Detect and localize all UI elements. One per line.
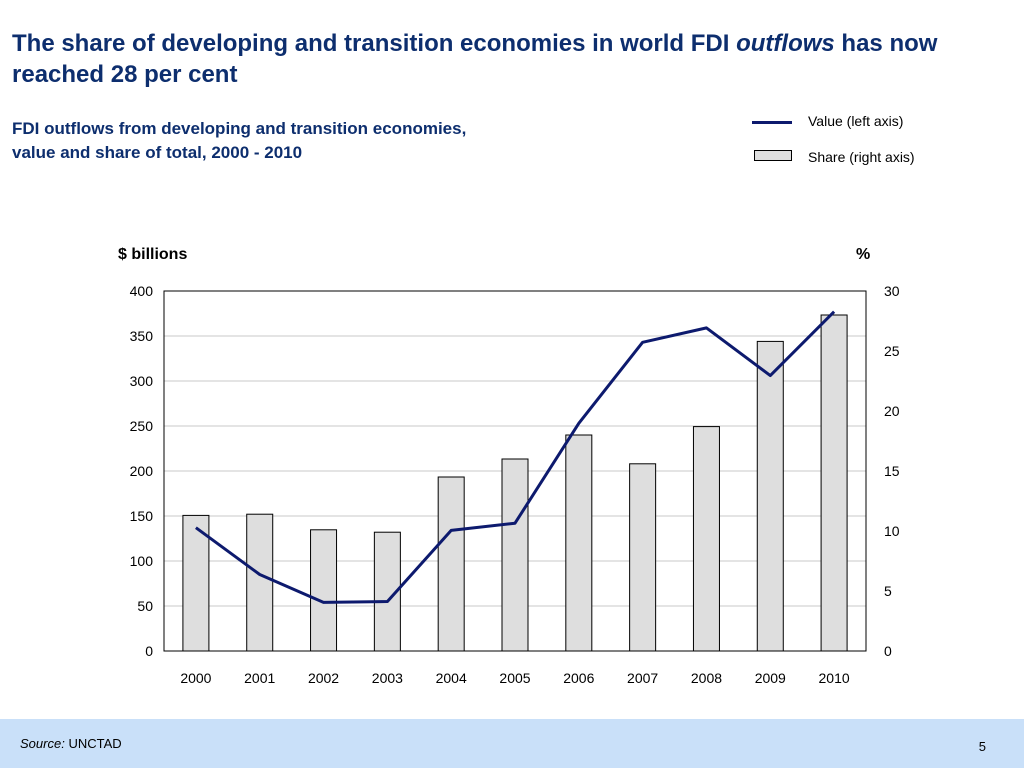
right-tick-label: 10: [884, 523, 900, 539]
right-tick-label: 15: [884, 463, 900, 479]
source-label: Source:: [20, 736, 65, 751]
title-text-part2: has now reached 28 per cent: [12, 30, 938, 88]
left-tick-label: 200: [130, 463, 154, 479]
x-tick-label-2001: 2001: [244, 670, 275, 686]
right-tick-label: 0: [884, 643, 892, 659]
left-tick-label: 100: [130, 553, 154, 569]
share-bar-2008: [692, 426, 720, 652]
slide-footer: Source: UNCTAD 5: [0, 719, 1024, 768]
fdi-chart: 0 50 100 150 200 250 300 350 400 0 5 10 15 20 25 30 20…: [118, 246, 900, 686]
left-tick-label: 350: [130, 328, 154, 344]
chart-subtitle: FDI outflows from developing and transit…: [12, 117, 612, 165]
share-bar-2002: [310, 529, 338, 652]
left-tick-label: 400: [130, 283, 154, 299]
share-bar-2004: [437, 476, 465, 652]
share-bar-2010: [820, 314, 848, 652]
x-tick-label-2006: 2006: [563, 670, 594, 686]
left-tick-label: 150: [130, 508, 154, 524]
legend-label-value: Value (left axis): [808, 113, 904, 129]
left-axis-ticks: 0 50 100 150 200 250 300 350 400: [130, 283, 154, 659]
x-tick-label-2005: 2005: [499, 670, 530, 686]
share-bar-2007: [629, 463, 657, 652]
x-tick-label-2003: 2003: [372, 670, 403, 686]
share-bar-2006: [565, 434, 593, 652]
source-note: Source: UNCTAD: [20, 736, 122, 751]
plot-area-border: [163, 290, 867, 652]
right-axis-ticks: 0 5 10 15 20 25 30: [884, 283, 900, 659]
x-tick-label-2008: 2008: [691, 670, 722, 686]
slide-title: The share of developing and transition e…: [12, 28, 1012, 90]
x-axis-ticks: 2000 2001 2002 2003 2004 2005 2006 2007 2008 2009…: [180, 670, 850, 686]
right-tick-label: 30: [884, 283, 900, 299]
share-bar-2005: [501, 458, 529, 652]
right-tick-label: 20: [884, 403, 900, 419]
legend-item-value: Value (left axis): [752, 110, 1012, 146]
share-bar-2000: [182, 514, 210, 652]
left-tick-label: 300: [130, 373, 154, 389]
left-tick-label: 50: [137, 598, 153, 614]
legend-bar-swatch: [754, 150, 792, 161]
page-number: 5: [978, 739, 986, 754]
value-line: [195, 310, 836, 604]
title-text-emphasis: outflows: [736, 30, 835, 57]
title-text-part1: The share of developing and transition e…: [12, 30, 737, 57]
right-axis-label: %: [856, 246, 870, 263]
right-tick-label: 5: [884, 583, 892, 599]
subtitle-line-2: value and share of total, 2000 - 2010: [12, 143, 303, 162]
share-bars: [182, 314, 848, 652]
share-bar-2009: [756, 340, 784, 652]
left-tick-label: 0: [145, 643, 153, 659]
x-tick-label-2000: 2000: [180, 670, 211, 686]
chart-legend: Value (left axis) Share (right axis): [752, 110, 1012, 165]
x-tick-label-2002: 2002: [308, 670, 339, 686]
x-tick-label-2010: 2010: [819, 670, 850, 686]
legend-line-swatch: [752, 121, 792, 124]
source-value: UNCTAD: [68, 736, 122, 751]
x-tick-label-2004: 2004: [436, 670, 467, 686]
x-tick-label-2009: 2009: [755, 670, 786, 686]
subtitle-line-1: FDI outflows from developing and transit…: [12, 119, 467, 138]
right-tick-label: 25: [884, 343, 900, 359]
left-tick-label: 250: [130, 418, 154, 434]
x-tick-label-2007: 2007: [627, 670, 658, 686]
legend-label-share: Share (right axis): [808, 149, 915, 165]
left-axis-label: $ billions: [118, 246, 187, 263]
share-bar-2001: [246, 513, 274, 652]
